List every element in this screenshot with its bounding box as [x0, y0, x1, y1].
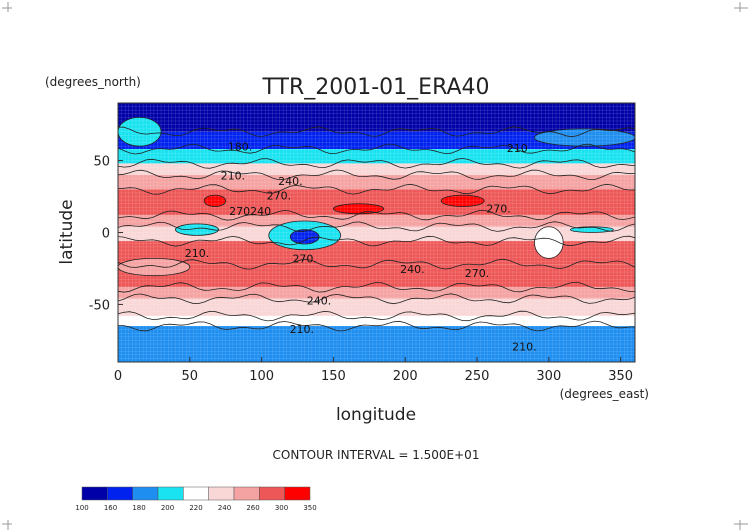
x-tick-label: 150 [321, 369, 346, 384]
heatmap-fill [118, 103, 635, 362]
contour-label: 270. [292, 253, 317, 266]
heatmap-band [118, 298, 635, 316]
colorbar-swatch [208, 486, 235, 501]
contour-label: 270. [267, 189, 292, 202]
x-tick-label: 100 [249, 369, 274, 384]
heatmap-band [118, 226, 635, 242]
colorbar-label: 100 [75, 504, 88, 512]
contour-label: 210. [290, 323, 315, 336]
x-tick-label: 0 [114, 369, 122, 384]
colorbar-swatch [107, 486, 133, 501]
chart-title: TTR_2001-01_ERA40 [261, 75, 489, 100]
contour-line [118, 293, 635, 305]
heatmap-patch [118, 258, 190, 276]
contour-interval-text: CONTOUR INTERVAL = 1.500E+01 [273, 448, 480, 462]
x-tick-label: 250 [465, 369, 490, 384]
colorbar-label: 240 [218, 504, 231, 512]
contour-line [118, 209, 635, 221]
contour-line [175, 223, 219, 236]
contour-label: 210 [507, 142, 528, 155]
contour-line [118, 310, 635, 322]
colorbar-swatch [233, 486, 260, 501]
contour-line [569, 226, 614, 233]
colorbar-label: 300 [275, 504, 288, 512]
heatmap-patch [175, 223, 219, 236]
y-axis: 50 0 -50 [89, 155, 123, 313]
contour-line [118, 320, 635, 332]
contour-line [333, 203, 385, 215]
colorbar-label: 180 [132, 504, 145, 512]
heatmap-band [118, 264, 635, 288]
contour-line [118, 143, 635, 155]
contour-label: 210. [185, 247, 210, 260]
heatmap-band [118, 131, 635, 150]
contour-line [440, 194, 485, 208]
heatmap-band [118, 215, 635, 227]
colorbar-label: 160 [104, 504, 117, 512]
heatmap-patch [534, 226, 564, 259]
x-axis-label: longitude [336, 405, 416, 425]
contour-label: 240. [307, 294, 332, 307]
colorbar: 100 160 180 200 220 240 260 300 350 [75, 486, 317, 512]
heatmap-band [118, 174, 635, 190]
heatmap-patch [534, 128, 635, 147]
contour-label: 210. [512, 340, 537, 353]
contour-line [268, 220, 341, 251]
colorbar-swatch [284, 486, 311, 501]
colorbar-swatch [81, 486, 108, 501]
contour-line [118, 221, 635, 233]
heatmap-patch [441, 195, 485, 207]
contour-line [118, 157, 635, 169]
heatmap-band [118, 315, 635, 327]
contour-line [118, 235, 635, 247]
contour-line [118, 281, 635, 293]
heatmap-band [118, 287, 635, 299]
colorbar-swatch [132, 486, 159, 501]
x-tick-label: 350 [608, 369, 633, 384]
contour-line [534, 226, 564, 259]
contour-line [118, 183, 635, 195]
contour-label: 240. [400, 263, 425, 276]
heatmap-band [118, 241, 635, 265]
x-tick-label: 300 [536, 369, 561, 384]
heatmap-band [118, 103, 635, 132]
y-axis-label: latitude [57, 199, 77, 264]
y-tick-label: 0 [102, 227, 110, 242]
x-axis: 0 50 100 150 200 250 300 350 [114, 357, 633, 384]
colorbar-label: 200 [161, 504, 174, 512]
contour-label: 210. [221, 169, 246, 182]
colorbar-swatch [157, 486, 184, 501]
contour-label: 270. [465, 267, 490, 280]
contour-line [289, 229, 320, 245]
contour-label: 240. [278, 175, 303, 188]
heatmap-patch [204, 195, 226, 207]
contour-line [203, 194, 227, 208]
heatmap-patch [290, 229, 320, 245]
y-units-label: (degrees_north) [45, 75, 141, 89]
x-tick-label: 50 [182, 369, 199, 384]
x-tick-label: 200 [393, 369, 418, 384]
colorbar-label: 350 [303, 504, 316, 512]
colorbar-label: 220 [189, 504, 202, 512]
contour-label: 180. [228, 140, 253, 153]
y-tick-label: 50 [93, 155, 110, 170]
contour-lines [118, 116, 635, 332]
colorbar-swatch [183, 486, 209, 501]
contour-line [118, 169, 635, 181]
heatmap-band [118, 326, 635, 362]
colorbar-swatch [259, 486, 285, 501]
colorbar-label: 260 [246, 504, 259, 512]
y-tick-label: -50 [89, 298, 110, 313]
contour-label: 270. [486, 202, 511, 215]
x-units-label: (degrees_east) [560, 387, 649, 401]
heatmap-patch [118, 117, 162, 147]
contour-label: 270240 [229, 205, 271, 218]
contour-line [118, 258, 191, 277]
contour-line [118, 258, 635, 270]
heatmap-band [118, 163, 635, 175]
